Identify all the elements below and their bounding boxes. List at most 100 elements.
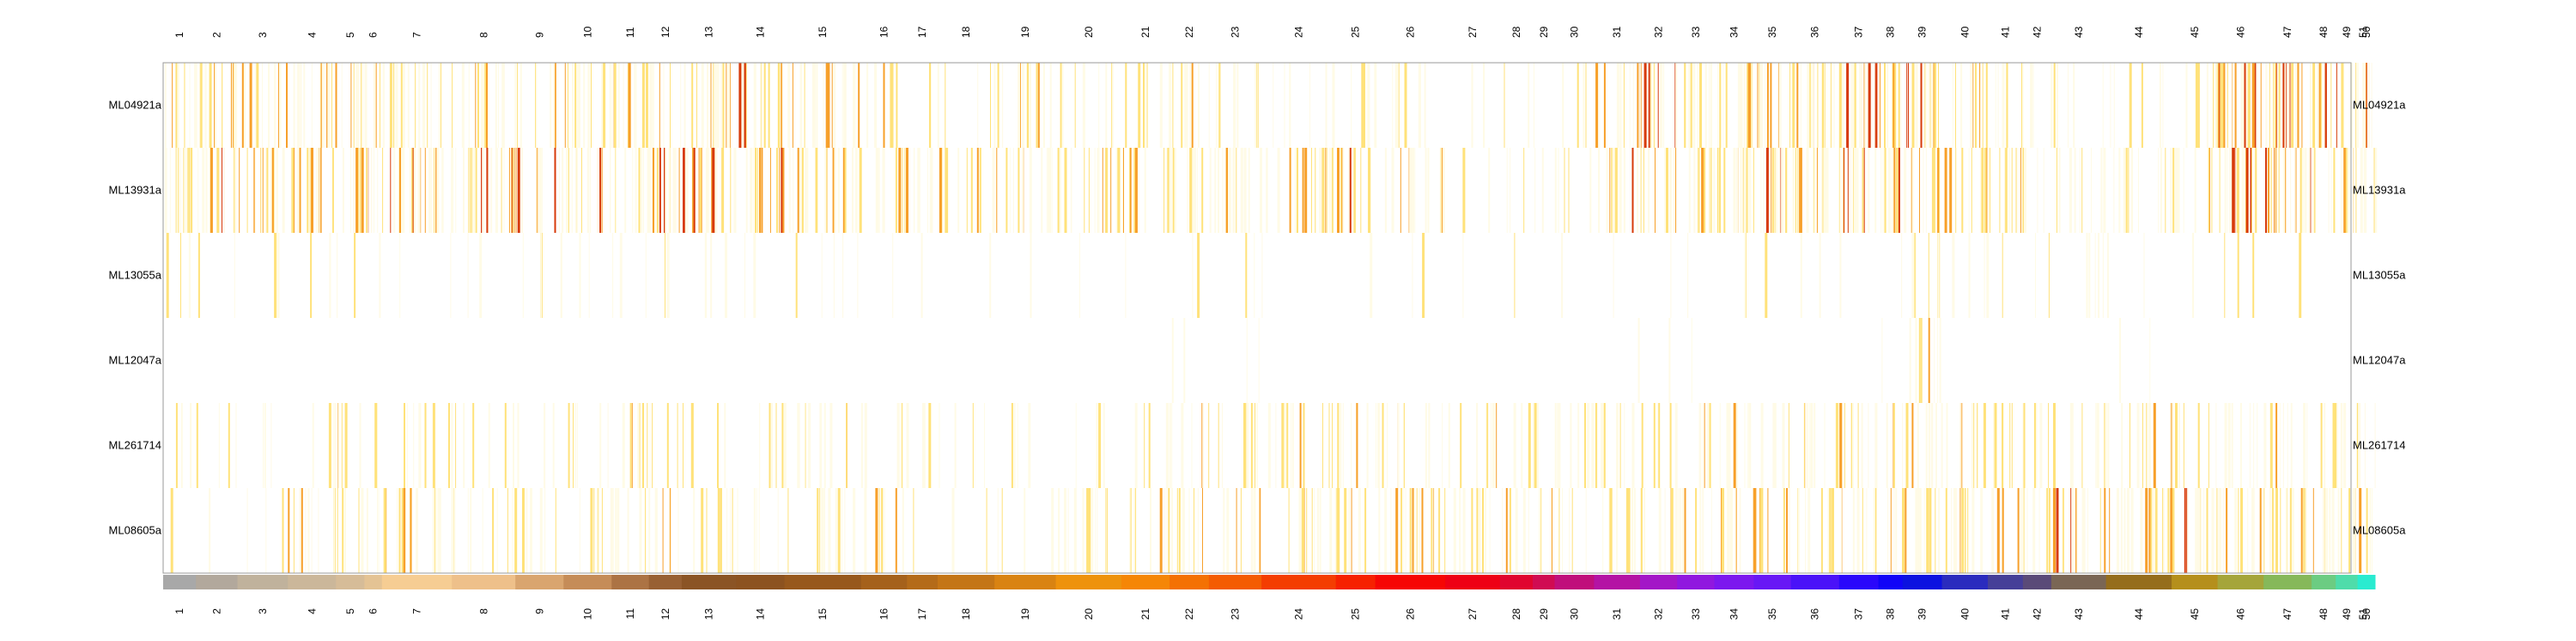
- heatmap-cell: [2146, 403, 2148, 488]
- heatmap-cell: [2213, 63, 2215, 148]
- heatmap-cell: [842, 148, 845, 233]
- heatmap-cell: [1528, 403, 1531, 488]
- heatmap-cell: [2046, 488, 2049, 573]
- heatmap-cell: [884, 488, 885, 573]
- heatmap-cell: [610, 148, 611, 233]
- heatmap-cell: [2246, 63, 2248, 148]
- heatmap-cell: [2172, 488, 2175, 573]
- heatmap-cell: [1619, 63, 1622, 148]
- heatmap-cell: [813, 63, 816, 148]
- heatmap-cell: [2158, 148, 2160, 233]
- heatmap-cell: [2306, 403, 2308, 488]
- heatmap-cell: [591, 63, 592, 148]
- heatmap-cell: [375, 63, 377, 148]
- heatmap-cell: [1853, 148, 1854, 233]
- heatmap-cell: [819, 488, 822, 573]
- heatmap-cell: [1637, 63, 1639, 148]
- top-tick-label: 19: [1019, 26, 1031, 38]
- heatmap-cell: [906, 148, 908, 233]
- heatmap-cell: [1740, 148, 1742, 233]
- heatmap-cell: [2269, 63, 2270, 148]
- heatmap-cell: [1218, 403, 1219, 488]
- heatmap-cell: [1864, 63, 1867, 148]
- heatmap-cell: [1564, 148, 1565, 233]
- heatmap-cell: [1117, 148, 1119, 233]
- heatmap-cell: [1569, 488, 1571, 573]
- cluster-bar-segment: [1208, 575, 1262, 589]
- heatmap-cell: [732, 488, 733, 573]
- heatmap-cell: [2341, 488, 2342, 573]
- heatmap-cell: [1968, 233, 1971, 318]
- heatmap-cell: [359, 403, 361, 488]
- heatmap-cell: [1143, 63, 1145, 148]
- heatmap-cell: [1945, 488, 1947, 573]
- heatmap-cell: [232, 63, 233, 148]
- heatmap-cell: [2289, 488, 2292, 573]
- heatmap-cell: [1378, 403, 1380, 488]
- heatmap-cell: [307, 488, 310, 573]
- heatmap-cell: [1030, 63, 1031, 148]
- heatmap-cell: [1584, 403, 1586, 488]
- heatmap-cell: [1918, 318, 1921, 403]
- heatmap-cell: [2291, 63, 2294, 148]
- heatmap-cell: [1299, 403, 1302, 488]
- heatmap-cell: [2016, 148, 2018, 233]
- heatmap-cell: [744, 233, 745, 318]
- heatmap-cell: [1125, 63, 1127, 148]
- heatmap-cell: [483, 63, 487, 148]
- heatmap-cell: [1288, 488, 1290, 573]
- heatmap-cell: [2109, 488, 2111, 573]
- heatmap-cell: [2290, 148, 2292, 233]
- heatmap-cell: [972, 403, 974, 488]
- top-tick-label: 21: [1139, 26, 1151, 38]
- heatmap-cell: [834, 148, 836, 233]
- heatmap-cell: [2087, 488, 2088, 573]
- cluster-bar-segment: [1121, 575, 1170, 589]
- heatmap-cell: [452, 63, 453, 148]
- heatmap-cell: [309, 148, 311, 233]
- heatmap-cell: [2215, 63, 2217, 148]
- heatmap-cell: [2373, 148, 2375, 233]
- heatmap-cell: [761, 148, 763, 233]
- heatmap-cell: [1831, 488, 1833, 573]
- heatmap-cell: [805, 148, 809, 233]
- heatmap-cell: [311, 148, 313, 233]
- heatmap-cell: [627, 488, 629, 573]
- heatmap-cell: [2022, 148, 2025, 233]
- heatmap-cell: [1953, 488, 1956, 573]
- heatmap-cell: [1304, 148, 1308, 233]
- heatmap-cell: [841, 63, 843, 148]
- heatmap-cell: [1183, 488, 1185, 573]
- heatmap-cell: [512, 488, 513, 573]
- heatmap-cell: [1797, 148, 1799, 233]
- heatmap-cell: [1767, 488, 1769, 573]
- heatmap-cell: [1387, 403, 1388, 488]
- heatmap-cell: [1619, 403, 1621, 488]
- top-tick-label: 8: [477, 32, 489, 38]
- heatmap-cell: [2099, 488, 2100, 573]
- bottom-tick-label: 22: [1183, 608, 1195, 620]
- heatmap-cell: [1728, 403, 1731, 488]
- heatmap-cell: [2032, 488, 2036, 573]
- heatmap-cell: [1483, 63, 1485, 148]
- heatmap-cell: [1856, 488, 1860, 573]
- row-label-left: ML13055a: [109, 269, 162, 282]
- heatmap-cell: [2123, 148, 2125, 233]
- heatmap-cell: [1925, 148, 1927, 233]
- heatmap-cell: [2076, 488, 2078, 573]
- heatmap-cell: [763, 63, 766, 148]
- heatmap-cell: [1174, 148, 1176, 233]
- heatmap-cell: [846, 403, 848, 488]
- heatmap-cell: [1909, 318, 1911, 403]
- cluster-bar-segment: [563, 575, 612, 589]
- heatmap-cell: [1934, 63, 1936, 148]
- heatmap-cell: [1489, 488, 1491, 573]
- heatmap-cell: [2153, 488, 2156, 573]
- heatmap-cell: [2251, 63, 2255, 148]
- heatmap-cell: [1229, 148, 1231, 233]
- heatmap-cell: [422, 63, 425, 148]
- heatmap-cell: [2024, 148, 2026, 233]
- heatmap-cell: [1506, 148, 1508, 233]
- heatmap-cell: [720, 63, 723, 148]
- heatmap-cell: [1653, 63, 1655, 148]
